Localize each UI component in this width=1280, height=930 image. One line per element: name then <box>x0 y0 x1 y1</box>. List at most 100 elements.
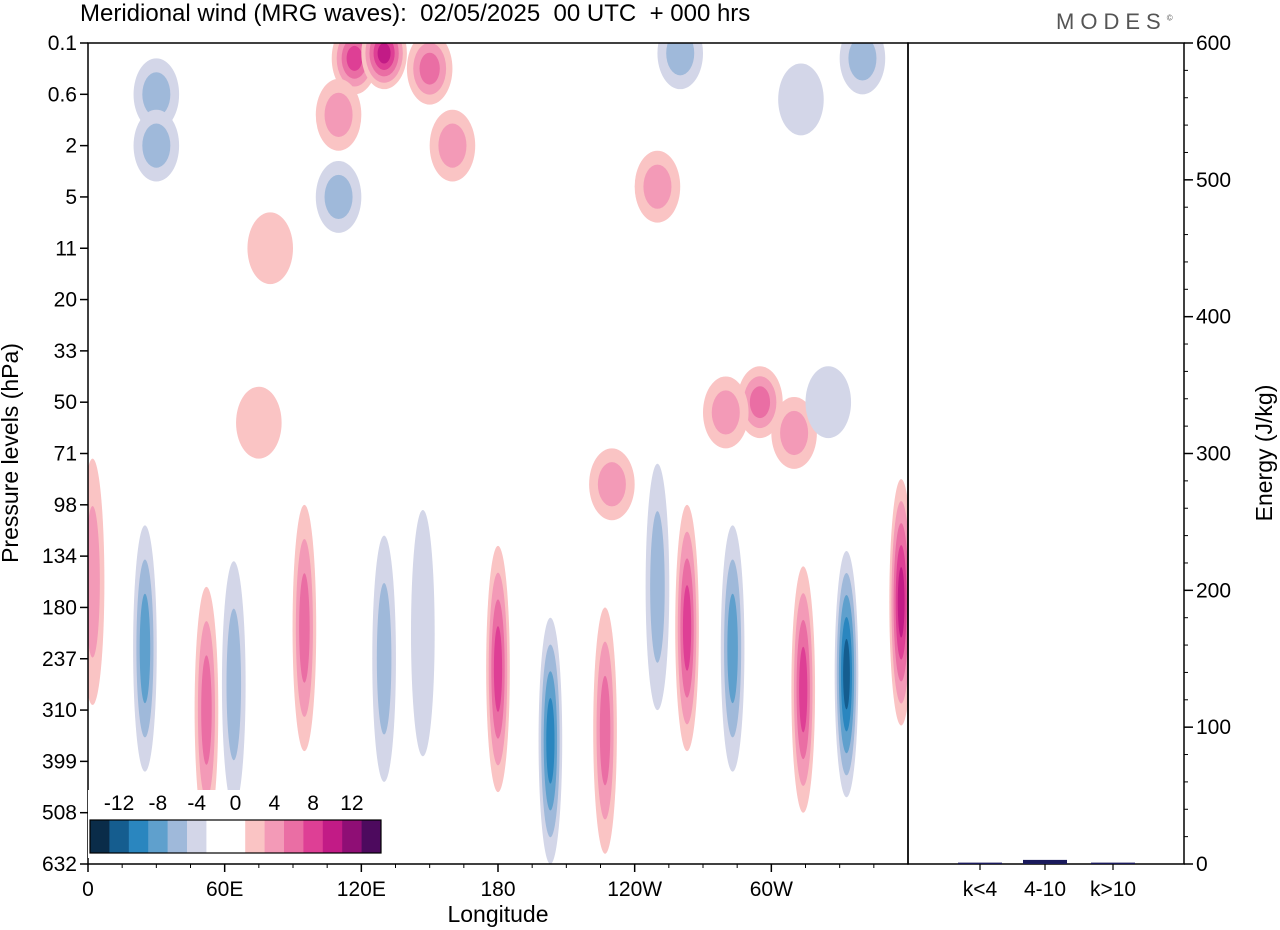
energy-plot-frame <box>907 42 1185 865</box>
wind-feature <box>720 525 745 772</box>
y-tick-label: 2 <box>65 135 77 158</box>
colorbar-swatch <box>245 820 265 853</box>
wind-feature <box>737 366 783 439</box>
wind-feature <box>372 535 396 782</box>
colorbar-swatch <box>167 820 188 853</box>
wind-feature <box>410 509 435 757</box>
colorbar-swatch <box>206 820 227 853</box>
x-tick-label: 120E <box>337 878 386 901</box>
energy-cat-label: k>10 <box>1090 878 1136 901</box>
contour-level <box>546 698 555 784</box>
wind-feature <box>221 561 246 808</box>
colorbar-swatch <box>284 820 304 853</box>
contour-level <box>666 43 695 76</box>
energy-cat-label: k<4 <box>963 878 998 901</box>
wind-feature <box>133 58 180 131</box>
contour-level <box>650 511 665 663</box>
y-tick-label: 71 <box>54 443 77 466</box>
contour-level <box>324 174 353 220</box>
energy-axis-label: Energy (J/kg) <box>1251 385 1277 522</box>
contour-level <box>727 593 738 704</box>
colorbar-swatch <box>90 820 110 853</box>
wind-feature <box>194 586 219 834</box>
y-tick-label: 98 <box>54 494 77 517</box>
contour-level <box>897 567 905 638</box>
wind-feature <box>834 550 859 798</box>
contour-level <box>142 123 171 168</box>
contour-level <box>247 212 293 285</box>
wind-feature <box>805 366 852 439</box>
wind-feature <box>791 566 816 813</box>
colorbar-label: -12 <box>104 792 134 815</box>
contour-level <box>236 386 282 459</box>
contour-level <box>324 92 353 137</box>
wind-feature <box>486 545 510 793</box>
contour-level <box>599 675 611 786</box>
colorbar-swatch <box>361 820 382 853</box>
y-tick-label: 508 <box>42 802 77 825</box>
modes-logo: MODES© <box>1056 9 1173 34</box>
y-tick-label: 0.1 <box>48 32 77 55</box>
contour-level <box>346 45 363 71</box>
energy-tick-label: 0 <box>1196 853 1208 876</box>
y-tick-label: 310 <box>42 699 77 722</box>
energy-tick-label: 500 <box>1196 169 1231 192</box>
x-tick-label: 60E <box>206 878 243 901</box>
wind-feature <box>839 43 886 95</box>
contour-level <box>376 582 392 735</box>
contour-level <box>780 410 809 456</box>
colorbar-label: 12 <box>340 792 363 815</box>
energy-bar <box>1023 859 1067 864</box>
y-tick-label: 399 <box>42 750 77 773</box>
y-tick-label: 632 <box>42 853 77 876</box>
y-tick-label: 33 <box>54 340 77 363</box>
wind-feature <box>429 109 476 182</box>
chart-title: Meridional wind (MRG waves): 02/05/2025 … <box>80 0 751 27</box>
y-tick-label: 180 <box>42 596 77 619</box>
contour-level <box>201 655 212 765</box>
wind-feature <box>771 397 817 469</box>
contour-level <box>142 72 171 117</box>
colorbar-swatch <box>264 820 285 853</box>
wind-feature <box>292 504 317 752</box>
wind-feature <box>361 43 407 90</box>
contour-level <box>493 626 503 712</box>
y-tick-label: 0.6 <box>48 83 77 106</box>
colorbar-swatch <box>225 820 246 853</box>
wind-feature <box>589 448 635 521</box>
colorbar-swatch <box>342 820 362 853</box>
y-tick-label: 237 <box>42 648 77 671</box>
contour-level <box>299 573 310 683</box>
y-tick-label: 11 <box>55 237 77 260</box>
energy-tick-label: 300 <box>1196 443 1231 466</box>
wind-feature <box>538 617 563 864</box>
contour-level <box>139 593 151 704</box>
colorbar-label: 8 <box>307 792 319 815</box>
x-tick-label: 0 <box>82 878 94 901</box>
energy-tick-label: 400 <box>1196 306 1231 329</box>
y-tick-label: 20 <box>54 289 77 312</box>
contour-level <box>711 390 740 435</box>
contour-level <box>438 123 467 168</box>
wind-feature <box>703 376 749 449</box>
contour-level <box>682 585 692 671</box>
colorbar-label: 4 <box>268 792 280 815</box>
wind-feature <box>657 43 703 90</box>
wind-feature <box>247 212 293 285</box>
y-tick-label: 50 <box>54 391 77 414</box>
energy-tick-label: 600 <box>1196 32 1231 55</box>
colorbar-label: -4 <box>187 792 206 815</box>
contour-level <box>749 386 771 419</box>
wind-feature <box>236 386 282 459</box>
contour-level <box>848 43 877 81</box>
contour-level <box>226 608 242 761</box>
wind-feature <box>133 525 157 772</box>
contour-level <box>778 63 824 136</box>
colorbar-swatch <box>303 820 324 853</box>
wind-feature <box>406 43 453 105</box>
energy-bar <box>958 862 1002 864</box>
colorbar-frame <box>89 819 382 854</box>
x-tick-label: 120W <box>607 878 662 901</box>
contour-level <box>377 43 391 64</box>
